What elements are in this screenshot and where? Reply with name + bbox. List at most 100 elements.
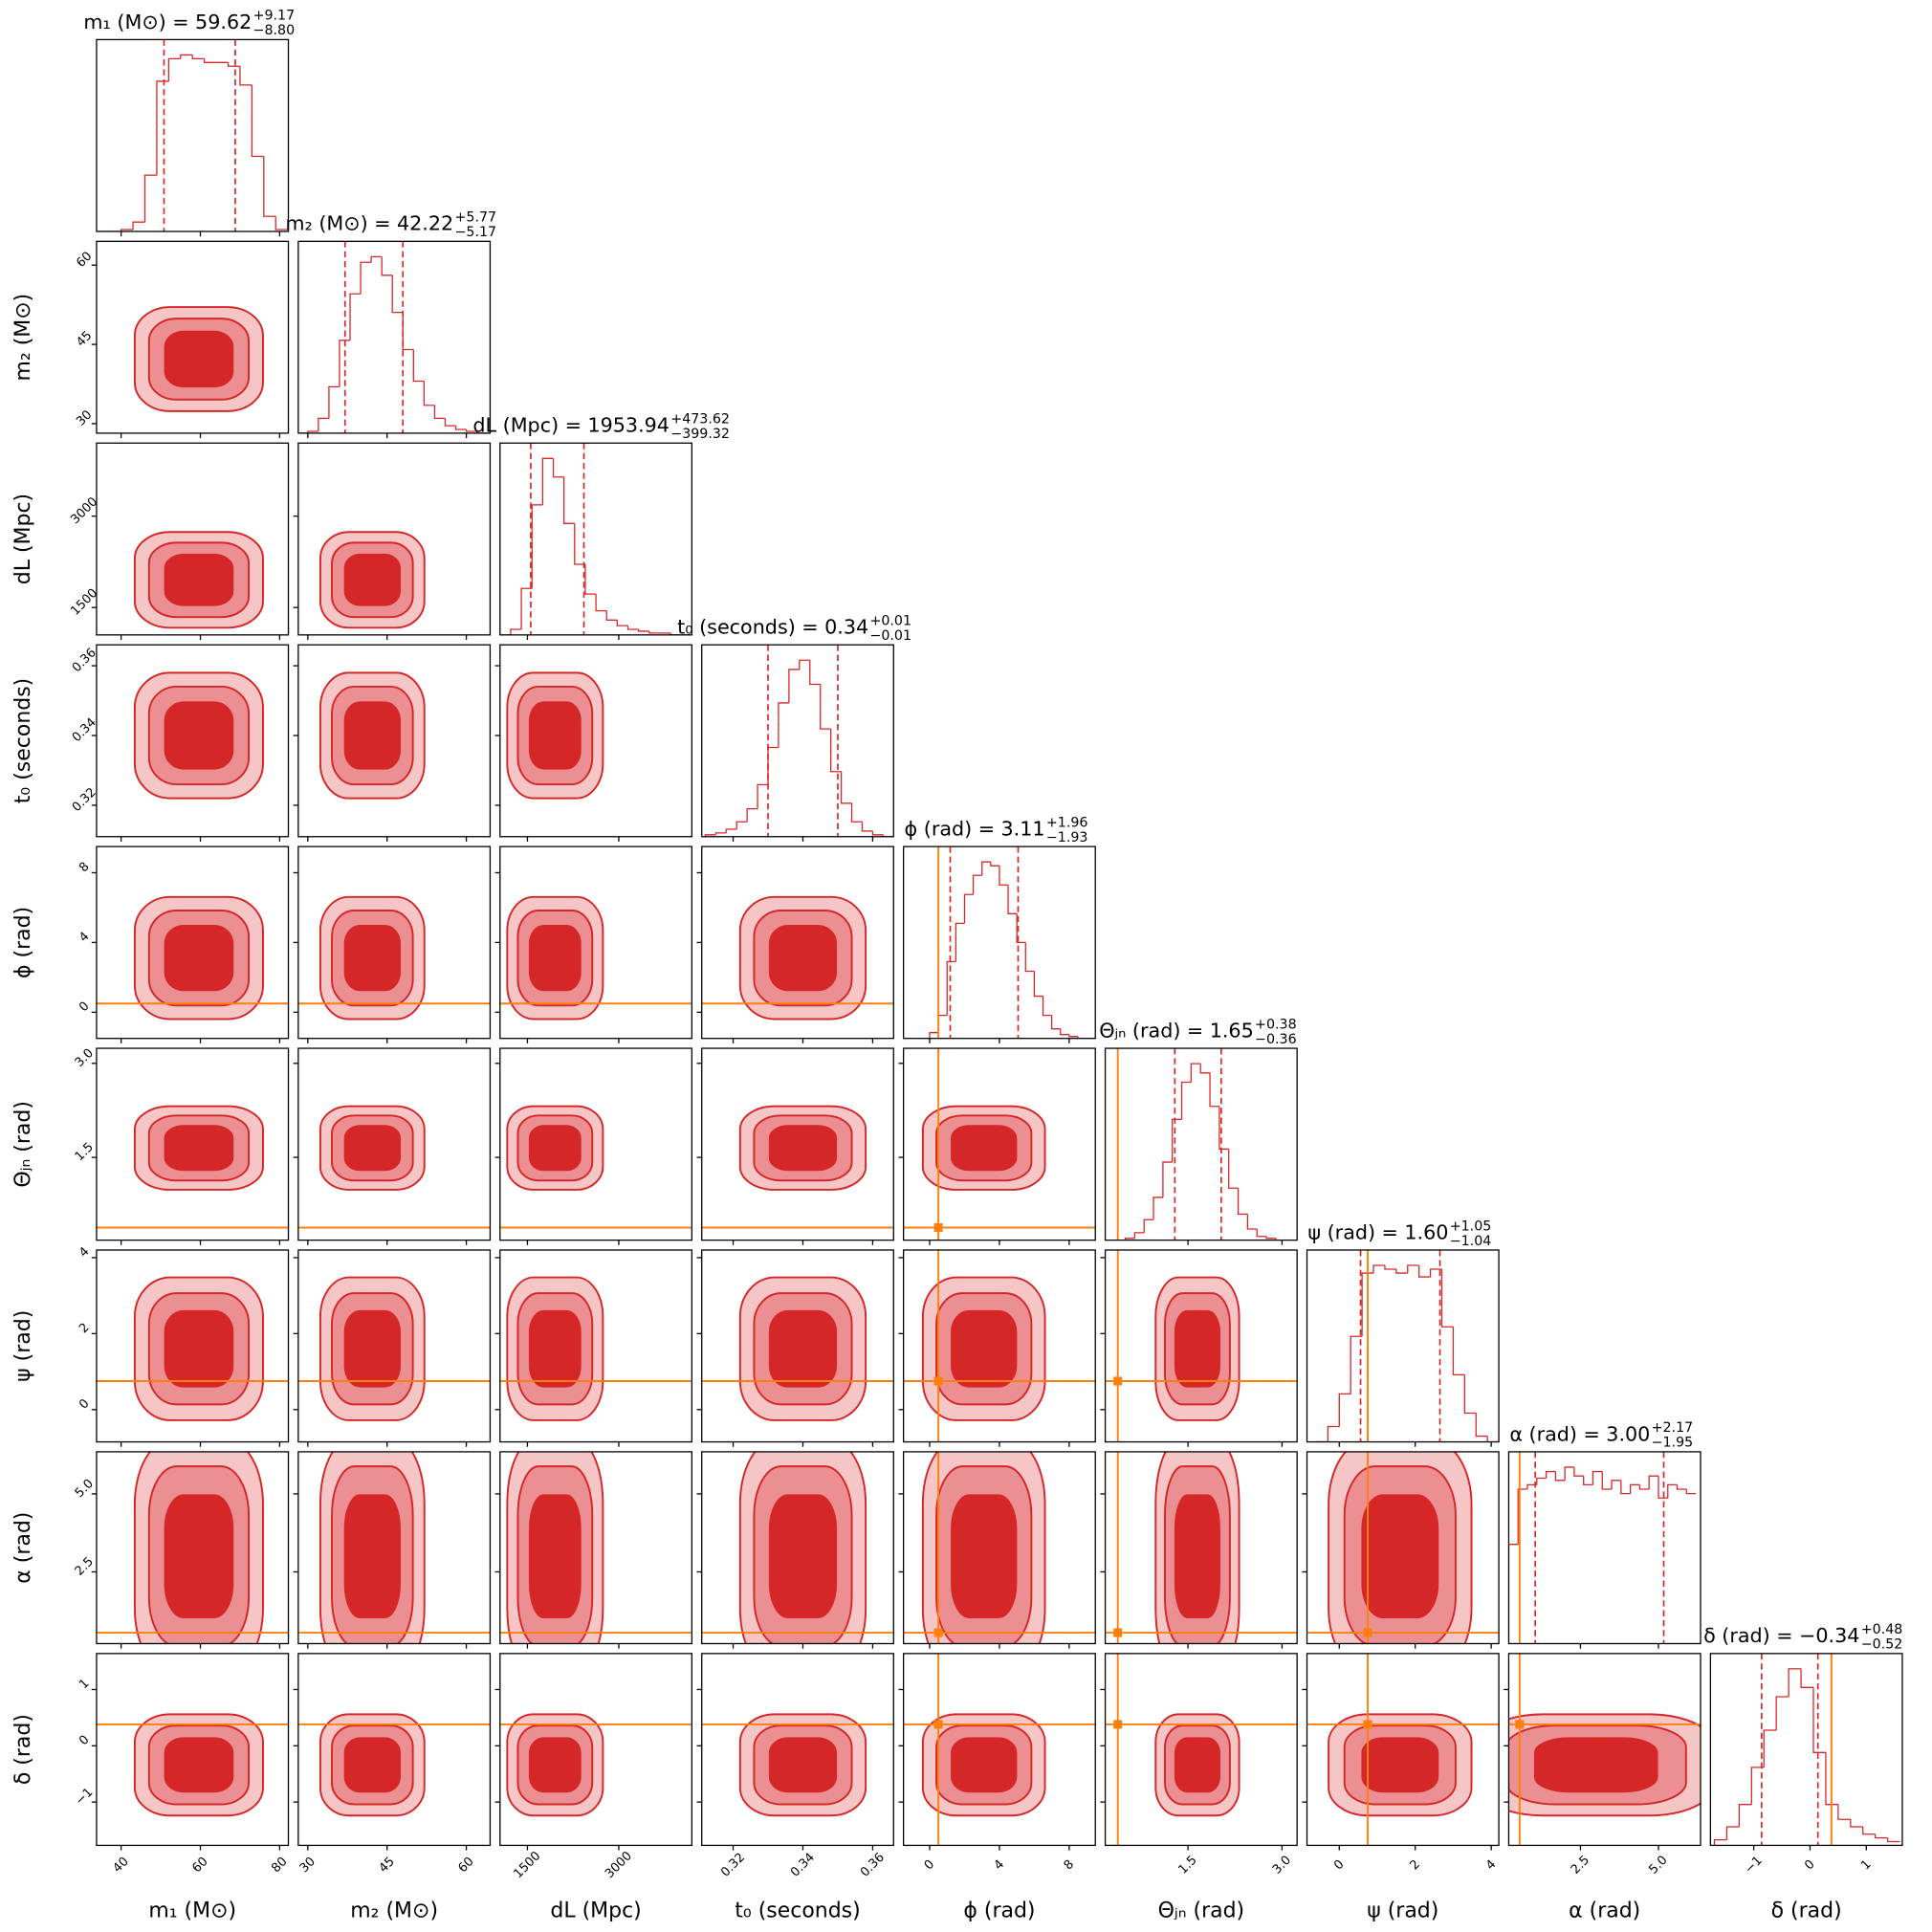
histogram-bin <box>1508 1544 1519 1644</box>
truth-marker <box>933 1376 943 1386</box>
histogram-bin <box>1536 1477 1547 1485</box>
histogram-bin <box>1601 1471 1613 1490</box>
y-tick-label: 0 <box>77 1396 92 1412</box>
y-tick-label: 3.0 <box>73 1046 97 1070</box>
y-tick-label: 0.32 <box>70 785 99 815</box>
histogram-bin <box>1228 1149 1239 1189</box>
histogram-bin <box>626 626 639 630</box>
histogram-bin <box>328 385 340 419</box>
panel-frame <box>903 845 1096 1040</box>
panel <box>297 1451 491 1644</box>
x-tick-label: 3.0 <box>1270 1854 1294 1877</box>
density-contour <box>343 924 402 992</box>
density-contour <box>1174 1494 1220 1618</box>
histogram-bin <box>788 669 800 703</box>
upper-error: +1.05 <box>1450 1218 1492 1234</box>
panel-frame <box>96 1653 290 1847</box>
histogram-bin <box>541 457 554 505</box>
histogram-bin <box>360 261 372 295</box>
truth-marker <box>933 1222 943 1233</box>
panel <box>133 531 264 629</box>
histogram-bin <box>595 594 607 612</box>
panel <box>499 1276 692 1421</box>
density-contour <box>343 701 402 770</box>
y-axis-label: Θⱼₙ (rad) <box>11 1101 35 1188</box>
y-tick-label: 4 <box>77 930 92 945</box>
panel <box>499 895 692 1021</box>
truth-marker <box>1363 1720 1372 1729</box>
histogram-bin <box>1638 1484 1650 1490</box>
param-label: ϕ (rad) <box>905 817 973 840</box>
panel <box>96 1105 289 1229</box>
histogram-bin <box>251 84 264 158</box>
panel <box>704 645 894 837</box>
upper-error: +1.96 <box>1046 815 1088 830</box>
histogram-bin <box>381 256 393 276</box>
histogram-bin <box>1327 1425 1340 1442</box>
density-contour <box>768 1125 838 1172</box>
histogram-bin <box>1887 1837 1900 1843</box>
median-value: 3.11 <box>1001 817 1045 840</box>
x-tick-label: 1.5 <box>1176 1854 1200 1877</box>
y-tick-label: 2 <box>77 1321 92 1336</box>
histogram-bin <box>1143 1218 1154 1233</box>
histogram-bin <box>1256 1228 1267 1238</box>
panel-frame <box>499 1047 693 1241</box>
histogram-bin <box>850 802 863 823</box>
median-value: 1953.94 <box>587 414 670 437</box>
panel-frame <box>96 1451 290 1645</box>
panel <box>499 443 692 635</box>
density-contour <box>343 553 402 606</box>
panel <box>96 895 289 1021</box>
histogram-bin <box>1199 1064 1211 1074</box>
histogram-bin <box>1620 1480 1631 1495</box>
panel <box>701 1713 894 1817</box>
median-value: 1.60 <box>1404 1220 1448 1243</box>
x-tick-label: 2.5 <box>1569 1854 1592 1877</box>
density-contour <box>164 1494 234 1618</box>
x-tick-label: 0 <box>1802 1857 1817 1873</box>
panel <box>701 895 894 1021</box>
histogram-bin <box>1350 1335 1363 1394</box>
param-label: t₀ (seconds) <box>677 616 796 639</box>
y-tick-label: 4 <box>77 1244 92 1260</box>
median-value: 1.65 <box>1210 1019 1254 1042</box>
x-tick-label: 0.32 <box>718 1851 748 1880</box>
histogram-bin <box>318 417 329 431</box>
histogram-bin <box>339 340 351 387</box>
density-contour <box>164 1309 234 1388</box>
lower-error: −8.80 <box>253 23 296 38</box>
panel-frame <box>297 1653 492 1847</box>
density-contour <box>768 1494 838 1618</box>
histogram-bin <box>574 523 585 565</box>
density-contour <box>343 1494 402 1618</box>
histogram-bin <box>840 771 852 804</box>
truth-marker <box>933 1628 943 1637</box>
panel <box>297 1713 491 1817</box>
title-separator: = <box>374 212 390 235</box>
histogram-bin <box>563 476 575 524</box>
y-tick-label: 1500 <box>68 586 100 619</box>
histogram-bin <box>274 216 288 231</box>
histogram-bin <box>1862 1826 1876 1835</box>
histogram-bin <box>820 684 831 730</box>
panel-frame <box>701 1047 894 1241</box>
histogram-bin <box>370 255 383 263</box>
density-contour <box>343 1125 402 1172</box>
histogram-bin <box>520 587 533 630</box>
histogram-bin <box>616 620 628 626</box>
density-contour <box>528 1737 582 1793</box>
histogram-bin <box>1658 1476 1668 1499</box>
panel <box>1508 1653 1701 1846</box>
panel-title: ϕ (rad) = 3.11 <box>905 817 1045 840</box>
x-axis-label: m₁ (M⊙) <box>148 1899 236 1922</box>
panel-frame <box>96 1249 290 1443</box>
histogram-bin <box>799 659 810 670</box>
histogram-bin <box>1463 1374 1477 1415</box>
histogram-bin <box>132 221 145 231</box>
panel <box>297 1276 491 1421</box>
histogram-bin <box>444 418 456 427</box>
param-label: δ (rad) <box>1703 1624 1770 1647</box>
x-axis-label: dL (Mpc) <box>550 1899 641 1922</box>
panel-frame <box>1306 1249 1500 1443</box>
